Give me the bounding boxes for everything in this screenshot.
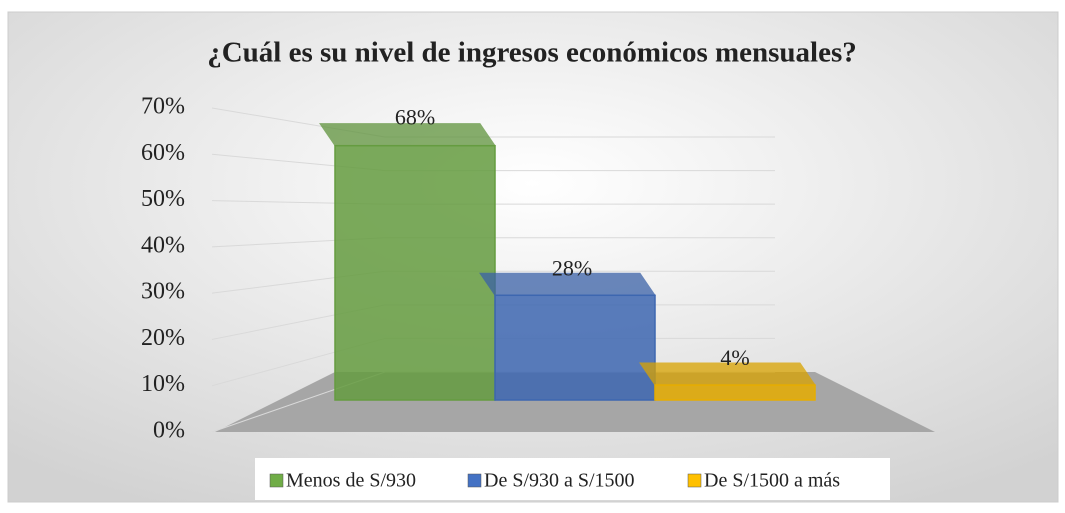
bar	[654, 384, 816, 401]
y-tick-label: 20%	[141, 325, 185, 351]
legend-label: De S/930 a S/1500	[484, 470, 635, 492]
y-tick-label: 60%	[141, 140, 185, 166]
y-tick-label: 40%	[141, 232, 185, 258]
legend	[255, 458, 890, 500]
data-label: 28%	[552, 255, 592, 280]
bar	[334, 144, 496, 401]
data-label: 4%	[720, 345, 749, 370]
y-tick-label: 10%	[141, 371, 185, 397]
legend-label: Menos de S/930	[286, 470, 416, 492]
legend-swatch	[269, 473, 284, 488]
data-label: 68%	[395, 105, 435, 130]
y-tick-label: 50%	[141, 186, 185, 212]
y-tick-label: 30%	[141, 279, 185, 305]
bar	[494, 294, 656, 401]
legend-swatch	[467, 473, 482, 488]
legend-label: De S/1500 a más	[704, 470, 840, 492]
y-tick-label: 0%	[153, 418, 185, 444]
legend-swatch	[687, 473, 702, 488]
y-tick-label: 70%	[141, 94, 185, 120]
chart-title: ¿Cuál es su nivel de ingresos económicos…	[207, 37, 857, 69]
